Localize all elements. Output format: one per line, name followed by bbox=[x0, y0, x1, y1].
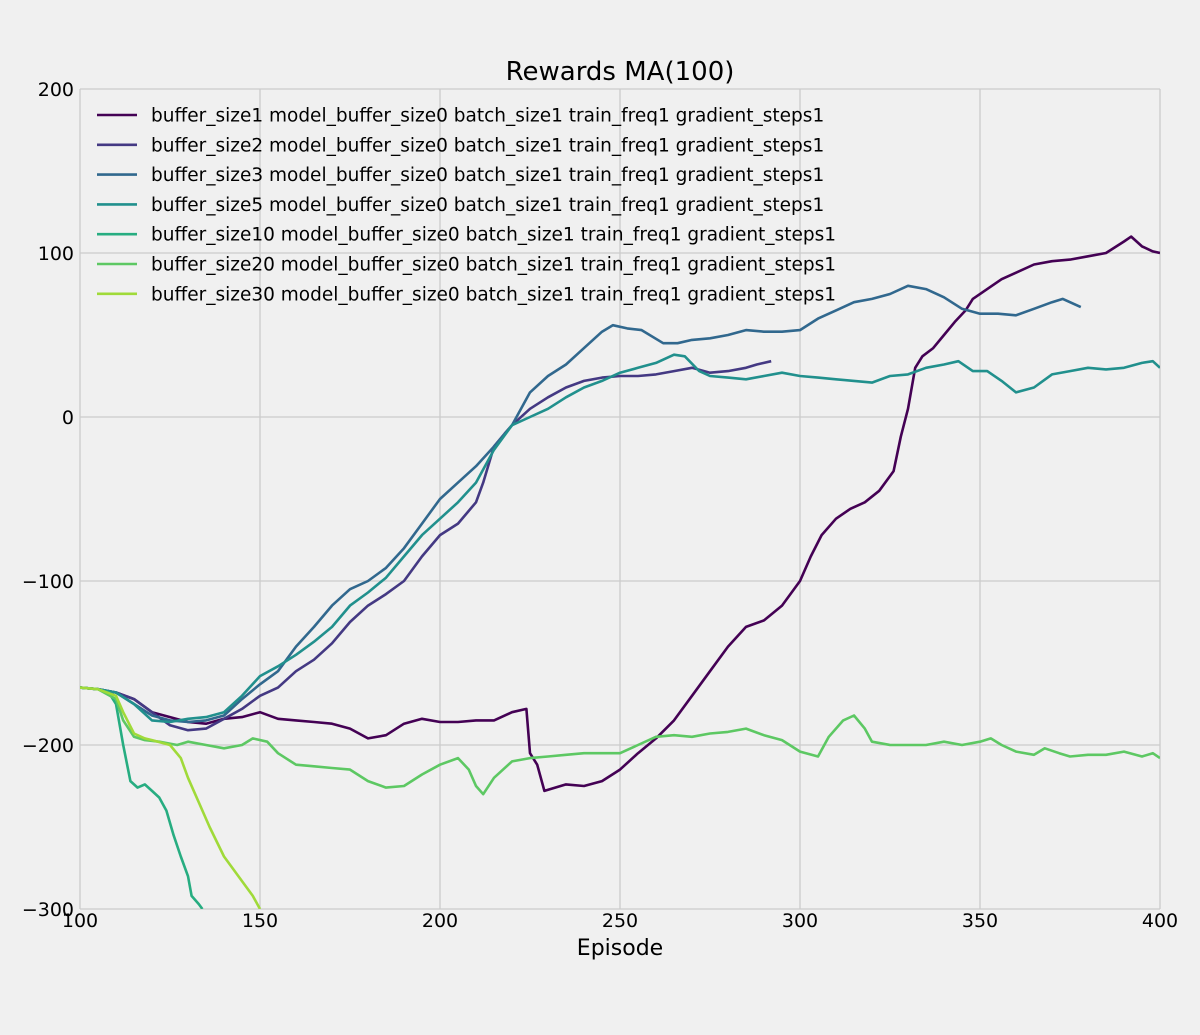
legend-label-6: buffer_size30 model_buffer_size0 batch_s… bbox=[151, 284, 836, 305]
x-tick-label: 250 bbox=[602, 910, 638, 932]
y-tick-label: −300 bbox=[22, 899, 74, 921]
series-line-2 bbox=[80, 284, 1082, 724]
y-tick-label: −200 bbox=[22, 735, 74, 757]
legend: buffer_size1 model_buffer_size0 batch_si… bbox=[97, 106, 836, 305]
y-tick-label: 200 bbox=[38, 79, 74, 101]
legend-label-5: buffer_size20 model_buffer_size0 batch_s… bbox=[151, 255, 836, 276]
series-line-3 bbox=[80, 353, 1160, 724]
series-line-0 bbox=[80, 235, 1160, 793]
x-tick-label: 200 bbox=[422, 910, 458, 932]
x-tick-label: 150 bbox=[242, 910, 278, 932]
y-tick-label: −100 bbox=[22, 571, 74, 593]
chart-title: Rewards MA(100) bbox=[506, 57, 735, 87]
legend-label-0: buffer_size1 model_buffer_size0 batch_si… bbox=[151, 106, 824, 127]
y-axis-ticks: −300 −200 −100 0 100 200 bbox=[22, 79, 74, 921]
x-tick-label: 350 bbox=[962, 910, 998, 932]
legend-label-2: buffer_size3 model_buffer_size0 batch_si… bbox=[151, 165, 824, 186]
series-line-6 bbox=[80, 686, 262, 909]
series-line-4 bbox=[80, 686, 204, 909]
y-tick-label: 0 bbox=[62, 407, 74, 429]
series-line-5 bbox=[80, 686, 1160, 796]
x-axis-label: Episode bbox=[577, 936, 663, 961]
legend-label-3: buffer_size5 model_buffer_size0 batch_si… bbox=[151, 195, 824, 216]
x-axis-ticks: 100 150 200 250 300 350 400 bbox=[62, 910, 1178, 932]
legend-label-4: buffer_size10 model_buffer_size0 batch_s… bbox=[151, 225, 836, 246]
legend-label-1: buffer_size2 model_buffer_size0 batch_si… bbox=[151, 135, 824, 156]
x-tick-label: 400 bbox=[1142, 910, 1178, 932]
x-tick-label: 300 bbox=[782, 910, 818, 932]
x-tick-label: 100 bbox=[62, 910, 98, 932]
series-line-1 bbox=[80, 359, 772, 732]
y-tick-label: 100 bbox=[38, 243, 74, 265]
series-lines bbox=[80, 235, 1160, 909]
